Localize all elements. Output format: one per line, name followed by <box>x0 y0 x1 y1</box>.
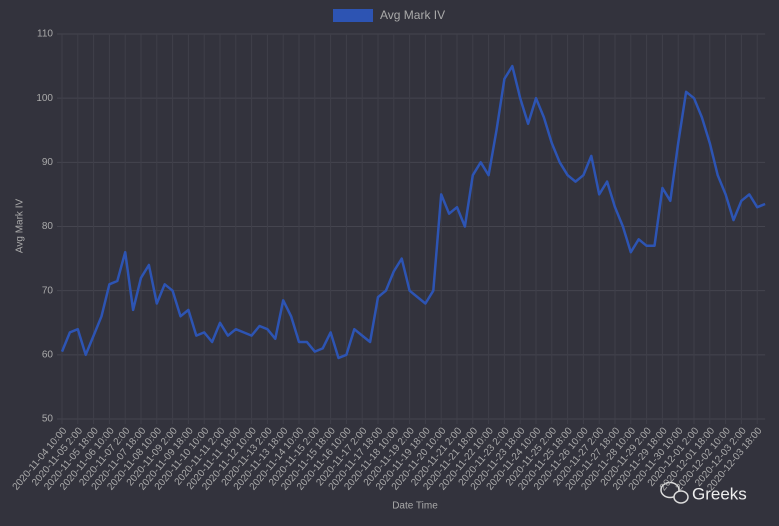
y-tick-label: 90 <box>42 157 54 168</box>
line <box>60 64 766 360</box>
watermark-icon <box>660 481 689 504</box>
y-tick-label: 50 <box>42 414 54 425</box>
watermark: Greeks <box>692 484 747 503</box>
legend-label: Avg Mark IV <box>380 8 445 22</box>
y-tick-label: 80 <box>42 221 54 232</box>
y-tick-label: 110 <box>37 29 53 40</box>
y-tick-label: 60 <box>42 349 54 360</box>
x-axis-label: Date Time <box>392 501 438 512</box>
y-tick-label: 100 <box>36 93 53 104</box>
y-axis-label: Avg Mark IV <box>15 199 26 254</box>
y-tick-label: 70 <box>42 285 54 296</box>
legend-swatch <box>333 9 373 22</box>
